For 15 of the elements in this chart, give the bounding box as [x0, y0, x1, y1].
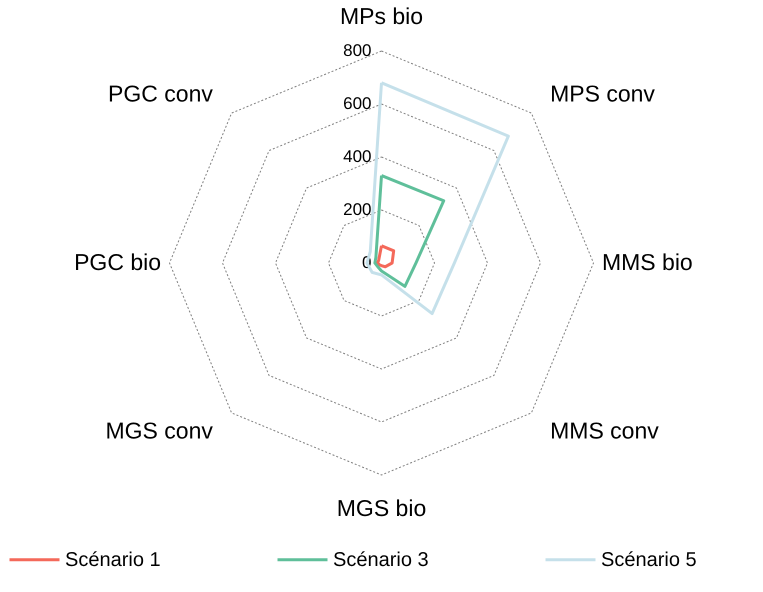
spoke-label: PGC bio	[74, 249, 162, 275]
spoke-label: MPS conv	[550, 80, 656, 106]
legend-label: Scénario 5	[601, 548, 697, 571]
spoke-label: MGS conv	[106, 418, 214, 444]
y-tick-label: 600	[343, 94, 372, 113]
spoke-label: PGC conv	[108, 80, 214, 106]
spoke-label: MGS bio	[336, 494, 426, 521]
legend-label: Scénario 3	[333, 548, 429, 571]
y-tick-label: 800	[343, 41, 372, 60]
spoke-label: MMS conv	[550, 418, 660, 444]
y-tick-label: 400	[343, 147, 372, 166]
spoke-label: MPs bio	[340, 3, 424, 30]
y-tick-label: 200	[343, 200, 372, 219]
spoke-label: MMS bio	[602, 249, 693, 275]
legend-label: Scénario 1	[65, 548, 161, 571]
